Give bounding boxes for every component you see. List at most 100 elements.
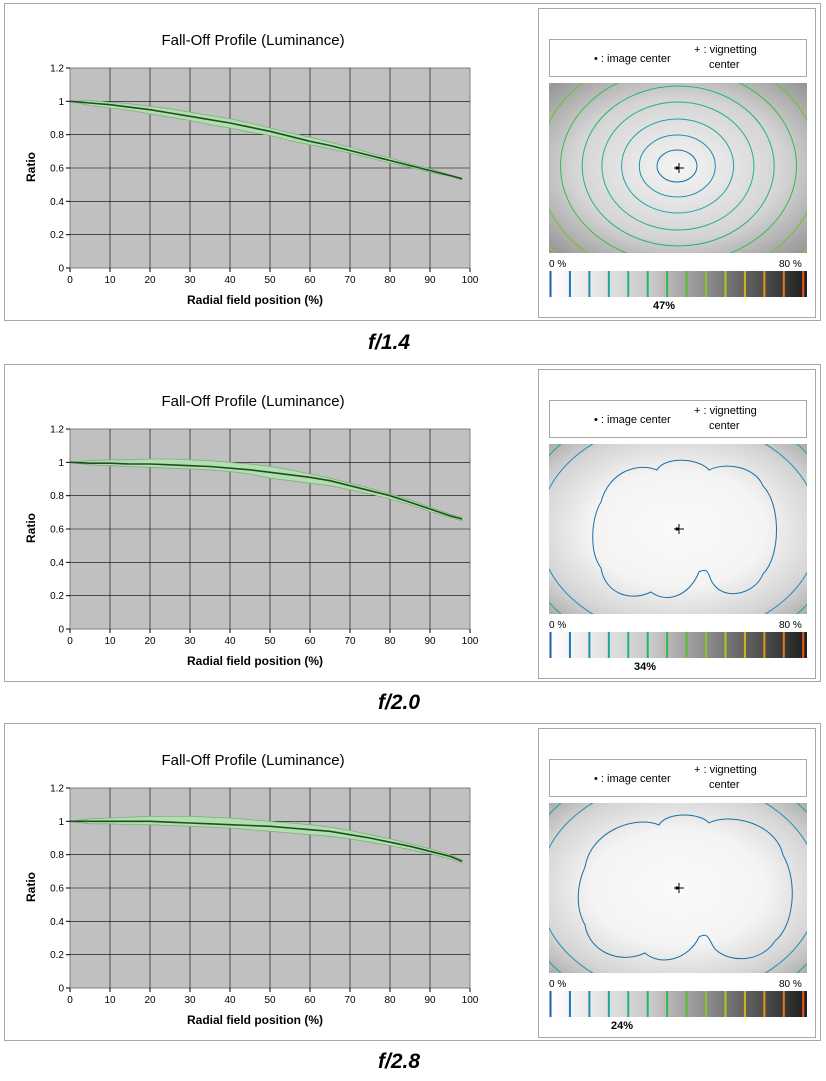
scale-min-label: 0 %: [549, 620, 567, 631]
y-tick-label: 0.2: [50, 230, 64, 241]
x-tick-label: 50: [264, 995, 276, 1006]
y-tick-label: 0.8: [50, 850, 64, 861]
contour-line: [581, 85, 775, 247]
y-tick-label: 1: [58, 817, 64, 828]
series-line: [69, 461, 463, 520]
map-legend: • : image center + : vignetting center: [549, 400, 807, 438]
x-tick-label: 80: [384, 995, 396, 1006]
scale-min-label: 0 %: [549, 979, 567, 990]
y-tick-label: 0: [58, 984, 64, 995]
x-tick-label: 60: [304, 275, 316, 286]
panel-f20: Fall-Off Profile (Luminance) 0 10 20 30 40 50 6…: [4, 364, 821, 682]
x-tick-label: 40: [224, 275, 236, 286]
x-tick-label: 60: [304, 636, 316, 647]
y-tick-label: 0.2: [50, 591, 64, 602]
chart-title: Fall-Off Profile (Luminance): [161, 393, 344, 410]
x-tick-label: 20: [144, 995, 156, 1006]
y-tick-label: 1.2: [50, 784, 64, 795]
y-tick-label: 1.2: [50, 425, 64, 436]
x-tick-label: 20: [144, 636, 156, 647]
x-tick-label: 50: [264, 275, 276, 286]
x-tick-label: 10: [104, 275, 116, 286]
legend-vignetting-center-line2: center: [709, 59, 740, 71]
legend-image-center: • : image center: [594, 773, 671, 785]
x-axis-label: Radial field position (%): [187, 1013, 323, 1027]
scale-max-label: 80 %: [779, 620, 802, 631]
contour-line: [601, 101, 755, 231]
scale-min-label: 0 %: [549, 259, 567, 270]
x-tick-label: 30: [184, 275, 196, 286]
y-tick-label: 0: [58, 625, 64, 636]
vignetting-percent: 34%: [634, 661, 657, 673]
legend-vignetting-center-line2: center: [709, 420, 740, 432]
x-tick-label: 90: [424, 636, 436, 647]
chart-title: Fall-Off Profile (Luminance): [161, 752, 344, 769]
falloff-chart: Fall-Off Profile (Luminance) 0 10 20 30 40 50 6…: [24, 393, 479, 668]
x-tick-label: 10: [104, 995, 116, 1006]
x-tick-label: 30: [184, 995, 196, 1006]
y-tick-label: 1: [58, 97, 64, 108]
chart-title: Fall-Off Profile (Luminance): [161, 32, 344, 49]
vignetting-percent: 47%: [653, 300, 676, 312]
color-scale-bar: [549, 632, 807, 658]
contour-line: [592, 459, 777, 598]
vignetting-map-box: • : image center + : vignetting center 0…: [538, 369, 816, 679]
contour-group: [549, 83, 807, 253]
x-tick-label: 70: [344, 995, 356, 1006]
variation-band: [69, 100, 463, 181]
x-tick-label: 60: [304, 995, 316, 1006]
legend-image-center: • : image center: [594, 414, 671, 426]
x-tick-label: 40: [224, 636, 236, 647]
y-axis-label: Ratio: [24, 152, 38, 182]
contour-line: [621, 118, 735, 214]
x-tick-label: 50: [264, 636, 276, 647]
y-tick-label: 0.6: [50, 884, 64, 895]
y-tick-label: 0.2: [50, 950, 64, 961]
x-tick-label: 0: [67, 995, 73, 1006]
x-tick-label: 20: [144, 275, 156, 286]
vignetting-map-box: • : image center + : vignetting center 0…: [538, 728, 816, 1038]
y-tick-label: 0.6: [50, 525, 64, 536]
color-scale-bar: [549, 271, 807, 297]
y-tick-label: 0.8: [50, 491, 64, 502]
fstop-label: f/1.4: [368, 331, 411, 354]
legend-vignetting-center: + : vignetting: [694, 405, 757, 417]
x-tick-label: 0: [67, 275, 73, 286]
x-tick-label: 90: [424, 275, 436, 286]
falloff-chart: Fall-Off Profile (Luminance)0 10 20 30 40 50 6…: [24, 752, 479, 1027]
vignetting-map-box: • : image center + : vignetting center 0…: [538, 8, 816, 318]
map-legend: • : image center + : vignetting center: [549, 39, 807, 77]
series-line: [70, 820, 463, 863]
y-tick-label: 0.6: [50, 164, 64, 175]
x-axis-label: Radial field position (%): [187, 293, 323, 307]
scale-max-label: 80 %: [779, 259, 802, 270]
x-tick-label: 40: [224, 995, 236, 1006]
x-tick-label: 100: [462, 275, 479, 286]
color-scale-bar: [549, 991, 807, 1017]
x-tick-label: 30: [184, 636, 196, 647]
x-tick-label: 70: [344, 636, 356, 647]
contour-line: [560, 83, 797, 253]
legend-image-center: • : image center: [594, 53, 671, 65]
map-legend: • : image center + : vignetting center: [549, 759, 807, 797]
panel-f28: Fall-Off Profile (Luminance) 0 10 20 30 40 50 6…: [4, 723, 821, 1041]
vignetting-contour-map: [549, 444, 807, 614]
y-tick-label: 0.4: [50, 558, 64, 569]
vignetting-contour-map: [549, 803, 807, 973]
scale-gradient-rect: [549, 271, 807, 297]
legend-vignetting-center-line2: center: [709, 779, 740, 791]
scale-gradient-rect: [549, 632, 807, 658]
x-tick-label: 70: [344, 275, 356, 286]
fstop-label: f/2.8: [378, 1050, 421, 1073]
y-tick-label: 1.2: [50, 64, 64, 75]
x-tick-label: 100: [462, 636, 479, 647]
x-axis-label: Radial field position (%): [187, 654, 323, 668]
x-tick-label: 10: [104, 636, 116, 647]
x-tick-label: 0: [67, 636, 73, 647]
x-tick-label: 90: [424, 995, 436, 1006]
y-tick-label: 0.4: [50, 917, 64, 928]
x-tick-label: 100: [462, 995, 479, 1006]
vignetting-percent: 24%: [611, 1020, 634, 1032]
series-line: [69, 100, 463, 180]
y-tick-label: 0.8: [50, 130, 64, 141]
